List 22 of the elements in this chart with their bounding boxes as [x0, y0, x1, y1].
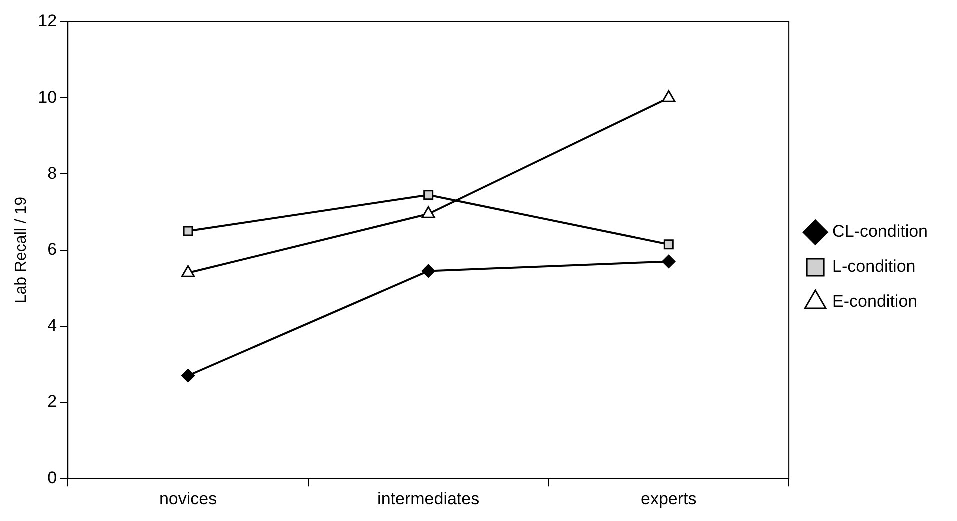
- legend-label: L-condition: [832, 257, 916, 276]
- y-tick-label: 4: [48, 316, 58, 336]
- y-axis-title: Lab Recall / 19: [13, 196, 30, 304]
- y-tick-label: 2: [48, 392, 58, 412]
- point: [422, 264, 436, 278]
- y-tick-label: 8: [48, 164, 58, 183]
- y-tick-label: 6: [48, 240, 58, 259]
- point: [424, 190, 434, 200]
- point: [182, 369, 196, 383]
- y-tick-label: 0: [48, 468, 58, 488]
- x-tick-label: experts: [641, 489, 697, 508]
- legend-label: CL-condition: [832, 222, 928, 242]
- y-tick-label: 10: [38, 88, 58, 107]
- point: [183, 226, 194, 236]
- y-tick-label: 12: [38, 12, 58, 31]
- point: [662, 254, 676, 268]
- legend-label: E-condition: [832, 292, 918, 312]
- point: [664, 240, 674, 250]
- x-tick-label: novices: [159, 489, 218, 508]
- point: [422, 206, 436, 218]
- x-tick-label: intermediates: [378, 489, 480, 508]
- point: [662, 90, 676, 102]
